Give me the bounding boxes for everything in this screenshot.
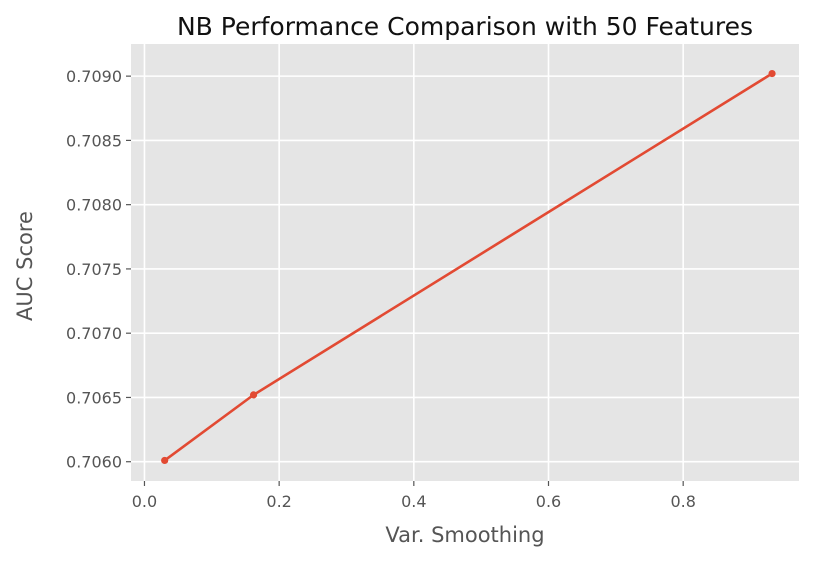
x-tick-label: 0.4 xyxy=(401,492,426,511)
data-point xyxy=(161,456,169,465)
y-axis-label: AUC Score xyxy=(13,211,37,321)
series-group xyxy=(161,69,776,465)
chart-title: NB Performance Comparison with 50 Featur… xyxy=(177,12,753,41)
y-tick-label: 0.7080 xyxy=(66,196,122,215)
x-axis-label: Var. Smoothing xyxy=(385,523,544,547)
y-axis-ticks: 0.7060 0.7065 0.7070 0.7075 0.7080 0.7085 0.70… xyxy=(66,67,131,472)
y-tick-label: 0.7085 xyxy=(66,131,122,150)
x-tick-label: 0.8 xyxy=(670,492,695,511)
y-tick-label: 0.7075 xyxy=(66,260,122,279)
x-tick-label: 0.6 xyxy=(536,492,561,511)
y-tick-label: 0.7065 xyxy=(66,388,122,407)
y-tick-label: 0.7090 xyxy=(66,67,122,86)
x-axis-ticks: 0.0 0.2 0.4 0.6 0.8 xyxy=(132,481,696,511)
data-point xyxy=(768,69,776,78)
x-tick-label: 0.2 xyxy=(266,492,291,511)
y-tick-label: 0.7070 xyxy=(66,324,122,343)
y-tick-label: 0.7060 xyxy=(66,453,122,472)
grid-lines xyxy=(131,44,799,481)
data-point xyxy=(249,391,258,399)
x-tick-label: 0.0 xyxy=(132,492,157,511)
